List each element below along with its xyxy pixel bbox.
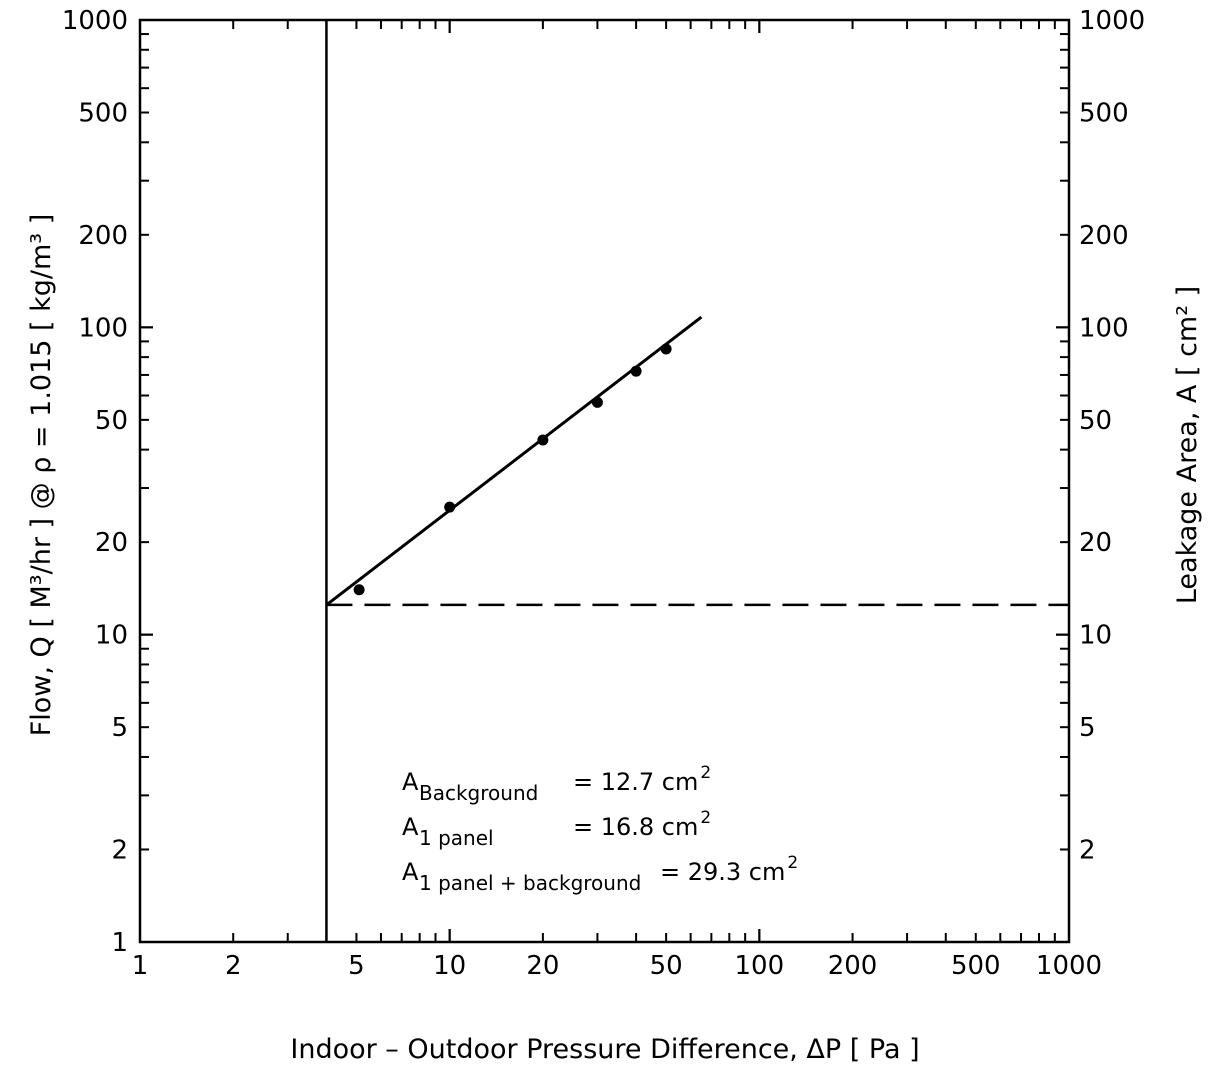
y-tick-label-right: 200 bbox=[1079, 221, 1129, 251]
annotation-value: = 16.8 cm bbox=[573, 813, 698, 841]
x-tick-label: 50 bbox=[650, 951, 683, 981]
y-tick-label-right: 500 bbox=[1079, 99, 1129, 129]
y-axis-title: Flow, Q [ M³/hr ] @ ρ = 1.015 [ kg/m³ ] bbox=[26, 214, 57, 737]
axes-group bbox=[138, 18, 1071, 944]
x-tick-label: 1000 bbox=[1036, 951, 1102, 981]
x-tick-label: 200 bbox=[828, 951, 878, 981]
x-tick-label: 500 bbox=[951, 951, 1001, 981]
data-point bbox=[630, 365, 642, 377]
fit-line-group bbox=[325, 315, 703, 607]
y-tick-label-right: 10 bbox=[1079, 621, 1112, 651]
x-tick-label: 5 bbox=[348, 951, 365, 981]
x-tick-label: 10 bbox=[433, 951, 466, 981]
data-points bbox=[353, 343, 672, 596]
y-tick-label-right: 2 bbox=[1079, 835, 1096, 865]
annotation-value: = 12.7 cm bbox=[573, 768, 698, 796]
data-point bbox=[444, 501, 456, 513]
fit-line bbox=[325, 315, 703, 607]
y-tick-label-right: 100 bbox=[1079, 313, 1129, 343]
x-tick-label: 1 bbox=[132, 951, 149, 981]
annotation-subscript: 1 panel + background bbox=[419, 871, 641, 895]
y-tick-label: 100 bbox=[78, 313, 128, 343]
y-tick-label: 500 bbox=[78, 99, 128, 129]
y-tick-label: 1000 bbox=[62, 6, 128, 36]
annotation-subscript: 1 panel bbox=[419, 826, 494, 850]
data-point bbox=[537, 434, 549, 446]
y-tick-label-right: 1000 bbox=[1079, 6, 1145, 36]
y-tick-label: 200 bbox=[78, 221, 128, 251]
y-tick-label: 2 bbox=[111, 835, 128, 865]
y-tick-label: 1 bbox=[111, 928, 128, 958]
x-tick-label: 20 bbox=[526, 951, 559, 981]
annotation-subscript: Background bbox=[419, 781, 538, 805]
annotation-symbol: A bbox=[402, 858, 419, 886]
annotation-symbol: A bbox=[402, 768, 419, 796]
ticks-group: 1 2 5 10 20 50 100 200 500 1000 1 2 5 10 20 50 100 200 500… bbox=[62, 6, 1145, 981]
y-axis-right-title: Leakage Area, A [ cm² ] bbox=[1172, 286, 1203, 604]
annotation-symbol: A bbox=[402, 813, 419, 841]
annotations: A Background = 12.7 cm 2A 1 panel = 16.8 cm 2A… bbox=[402, 763, 798, 895]
x-axis-title: Indoor – Outdoor Pressure Difference, ΔP… bbox=[290, 1034, 919, 1065]
data-point bbox=[660, 343, 672, 355]
data-point bbox=[591, 396, 603, 408]
y-tick-label-right: 5 bbox=[1079, 713, 1096, 743]
y-tick-label: 5 bbox=[111, 713, 128, 743]
y-tick-label: 20 bbox=[95, 528, 128, 558]
annotation-value: = 29.3 cm bbox=[660, 858, 785, 886]
annotation-superscript: 2 bbox=[787, 853, 798, 873]
plot-frame bbox=[138, 18, 1071, 944]
x-tick-label: 100 bbox=[735, 951, 785, 981]
annotation-superscript: 2 bbox=[700, 808, 711, 828]
x-tick-label: 2 bbox=[225, 951, 242, 981]
y-tick-label-right: 50 bbox=[1079, 406, 1112, 436]
y-tick-label: 50 bbox=[95, 406, 128, 436]
annotation-superscript: 2 bbox=[700, 763, 711, 783]
y-tick-label: 10 bbox=[95, 621, 128, 651]
data-point bbox=[353, 584, 365, 596]
y-tick-label-right: 20 bbox=[1079, 528, 1112, 558]
reference-lines bbox=[325, 20, 1069, 942]
